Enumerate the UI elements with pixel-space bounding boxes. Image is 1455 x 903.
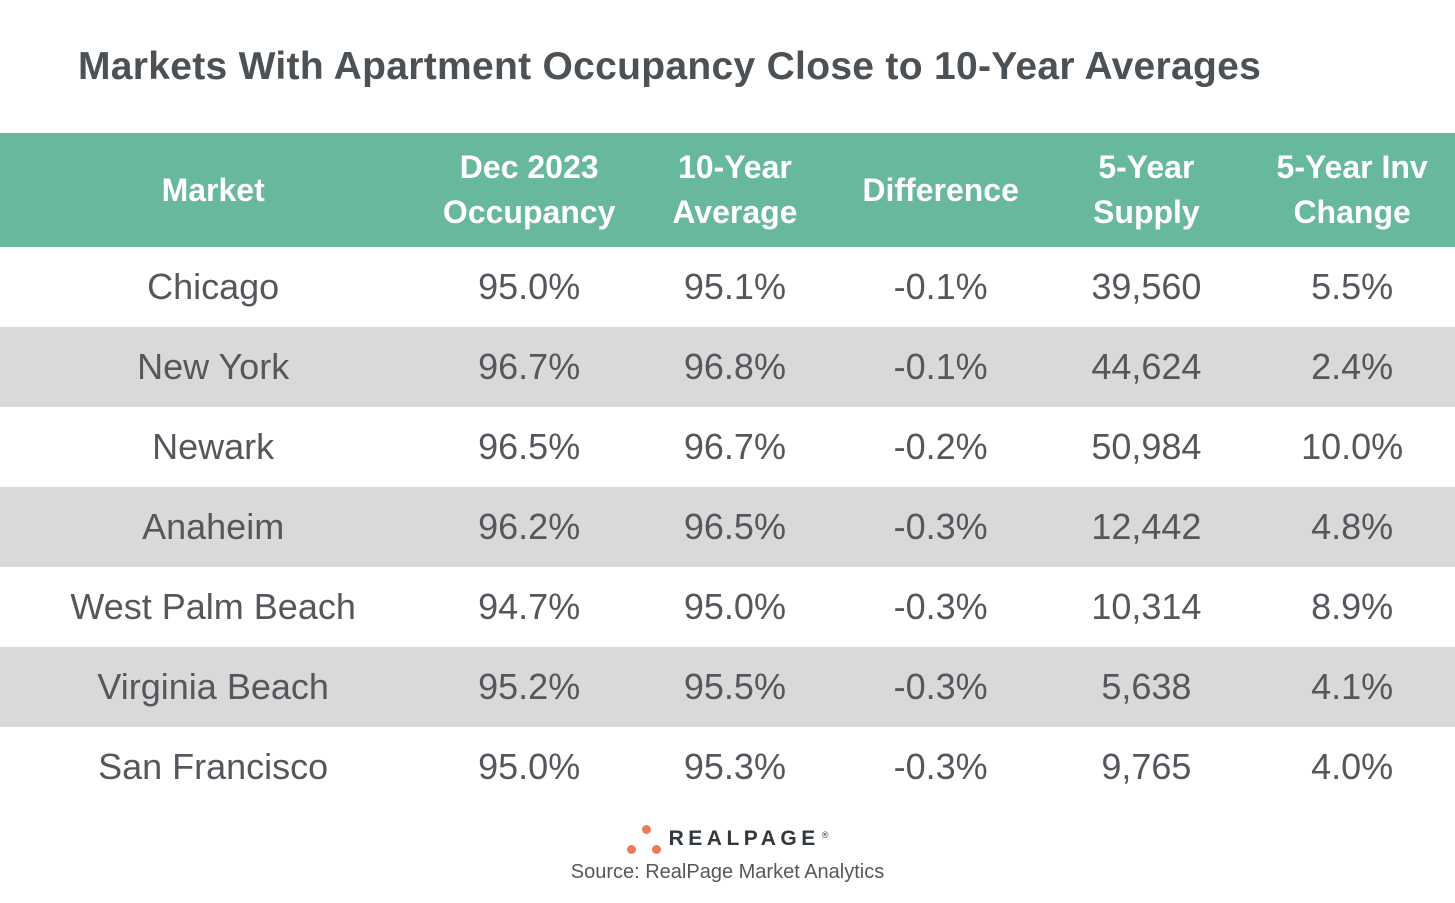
column-header-line: Change — [1293, 194, 1411, 230]
value-cell: 5.5% — [1311, 266, 1394, 307]
realpage-wordmark: REALPAGE — [668, 827, 820, 850]
column-header-line: Occupancy — [442, 194, 616, 230]
value-cell: -0.3% — [893, 586, 988, 627]
value-cell: -0.2% — [893, 426, 988, 467]
table-row: Virginia Beach 95.2% 95.5% -0.3% 5,638 4.1% — [0, 647, 1455, 727]
column-header-line: 5-Year Inv — [1276, 149, 1428, 185]
source-caption: Source: RealPage Market Analytics — [570, 861, 885, 883]
value-cell: 96.7% — [478, 346, 581, 387]
table-body: Chicago 95.0% 95.1% -0.1% 39,560 5.5% New York… — [0, 247, 1455, 807]
table-row: New York 96.7% 96.8% -0.1% 44,624 2.4% — [0, 327, 1455, 407]
value-cell: 96.5% — [478, 426, 581, 467]
value-cell: -0.1% — [893, 266, 988, 307]
value-cell: -0.3% — [893, 666, 988, 707]
value-cell: 10,314 — [1091, 586, 1202, 627]
value-cell: 96.8% — [683, 346, 786, 387]
value-cell: 5,638 — [1101, 666, 1192, 707]
value-cell: 95.3% — [683, 746, 786, 787]
value-cell: 95.0% — [683, 586, 786, 627]
logo-dot — [641, 825, 651, 834]
column-header-market: Market — [0, 133, 426, 247]
column-header-5-year-inv-change: 5-Year Inv Change — [1249, 133, 1455, 247]
value-cell: 9,765 — [1101, 746, 1192, 787]
value-cell: 4.0% — [1311, 746, 1394, 787]
column-header-dec-2023-occupancy: Dec 2023 Occupancy — [426, 133, 632, 247]
footer: REALPAGE ® Source: RealPage Market Analy… — [0, 807, 1455, 884]
value-cell: 95.5% — [683, 666, 786, 707]
value-cell: 44,624 — [1091, 346, 1202, 387]
table-row: Newark 96.5% 96.7% -0.2% 50,984 10.0% — [0, 407, 1455, 487]
value-cell: 39,560 — [1091, 266, 1202, 307]
market-cell: Newark — [152, 426, 275, 467]
logo-dot — [626, 845, 636, 854]
column-header-10-year-average: 10-Year Average — [632, 133, 838, 247]
value-cell: 8.9% — [1311, 586, 1394, 627]
occupancy-table: Market Dec 2023 Occupancy 10-Year Averag… — [0, 133, 1455, 807]
table-row: Anaheim 96.2% 96.5% -0.3% 12,442 4.8% — [0, 487, 1455, 567]
value-cell: 95.0% — [478, 266, 581, 307]
value-cell: 2.4% — [1311, 346, 1394, 387]
market-cell: Virginia Beach — [97, 666, 329, 707]
value-cell: 10.0% — [1301, 426, 1404, 467]
column-header-line: 10-Year — [677, 149, 792, 185]
value-cell: -0.3% — [893, 506, 988, 547]
realpage-dots-icon — [626, 824, 661, 854]
table-row: West Palm Beach 94.7% 95.0% -0.3% 10,314 8.9% — [0, 567, 1455, 647]
column-header-5-year-supply: 5-Year Supply — [1044, 133, 1250, 247]
value-cell: 4.8% — [1311, 506, 1394, 547]
column-header-line: 5-Year — [1098, 149, 1195, 185]
column-header-difference: Difference — [838, 133, 1044, 247]
value-cell: 94.7% — [478, 586, 581, 627]
table-row: Chicago 95.0% 95.1% -0.1% 39,560 5.5% — [0, 247, 1455, 327]
market-cell: Chicago — [147, 266, 280, 307]
value-cell: 96.5% — [683, 506, 786, 547]
column-header-line: Market — [161, 171, 265, 208]
value-cell: 95.0% — [478, 746, 581, 787]
table-row: San Francisco 95.0% 95.3% -0.3% 9,765 4.0% — [0, 727, 1455, 807]
logo-dot — [651, 845, 661, 854]
value-cell: 96.2% — [478, 506, 581, 547]
value-cell: 95.1% — [683, 266, 786, 307]
value-cell: 4.1% — [1311, 666, 1394, 707]
column-header-line: Dec 2023 — [459, 149, 599, 185]
value-cell: -0.3% — [893, 746, 988, 787]
registered-trademark-mark: ® — [821, 830, 829, 840]
value-cell: 95.2% — [478, 666, 581, 707]
value-cell: 50,984 — [1091, 426, 1202, 467]
column-header-line: Average — [672, 194, 798, 230]
market-cell: New York — [137, 346, 290, 387]
market-cell: West Palm Beach — [70, 586, 356, 627]
table-header-row: Market Dec 2023 Occupancy 10-Year Averag… — [0, 133, 1455, 247]
realpage-logo: REALPAGE ® — [626, 824, 829, 854]
market-cell: Anaheim — [142, 506, 285, 547]
page-title: Markets With Apartment Occupancy Close t… — [78, 44, 1262, 88]
value-cell: 12,442 — [1091, 506, 1202, 547]
title-bar: Markets With Apartment Occupancy Close t… — [0, 0, 1455, 133]
value-cell: -0.1% — [893, 346, 988, 387]
market-cell: San Francisco — [98, 746, 329, 787]
column-header-line: Supply — [1093, 194, 1200, 230]
column-header-line: Difference — [862, 171, 1019, 208]
value-cell: 96.7% — [683, 426, 786, 467]
